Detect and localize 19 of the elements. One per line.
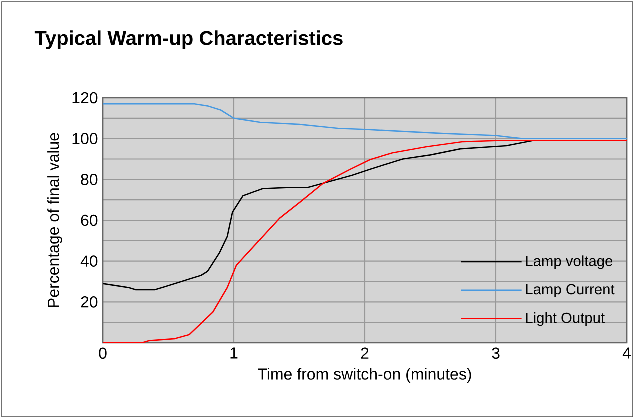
line-series (103, 103, 628, 140)
x-tick-label: 2 (361, 348, 369, 359)
x-tick-label: 1 (230, 348, 238, 359)
y-axis-title: Percentage of final value (48, 133, 62, 308)
x-tick-label: 0 (99, 348, 107, 360)
y-tick-label: 20 (81, 296, 98, 308)
x-tick-label: 3 (492, 348, 500, 360)
y-tick-label: 100 (72, 133, 98, 144)
chart-title: Typical Warm-up Characteristics (34, 30, 343, 50)
x-tick-label: 4 (622, 348, 631, 359)
y-tick-label: 40 (80, 256, 98, 267)
legend-label: Lamp Current (526, 284, 615, 298)
line-series (103, 140, 628, 343)
y-tick-label: 80 (81, 174, 98, 186)
legend-label: Light Output (526, 312, 605, 326)
x-axis-title: Time from switch-on (minutes) (258, 368, 472, 384)
y-tick-label: 60 (81, 214, 98, 226)
y-tick-label: 120 (72, 92, 98, 104)
legend-label: Lamp voltage (526, 256, 613, 270)
